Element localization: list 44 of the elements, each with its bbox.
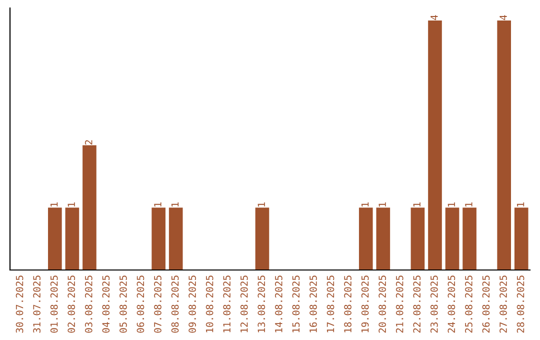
data-label: 1	[516, 202, 524, 206]
data-label: 4	[430, 15, 438, 20]
x-tick-label: 23.08.2025	[430, 276, 438, 333]
data-label: 2	[84, 140, 92, 145]
x-tick-label: 08.08.2025	[171, 276, 179, 333]
x-tick-label: 06.08.2025	[136, 276, 144, 333]
x-tick-label: 19.08.2025	[361, 276, 369, 332]
x-tick-label: 10.08.2025	[206, 276, 214, 332]
data-label: 1	[171, 202, 179, 206]
x-tick-label: 30.07.2025	[16, 276, 24, 333]
x-tick-label: 05.08.2025	[120, 276, 127, 333]
data-label: 4	[500, 15, 507, 20]
x-tick-label: 11.08.2025	[223, 276, 231, 332]
x-tick-label: 07.08.2025	[154, 276, 162, 333]
data-label: 1	[413, 202, 420, 206]
data-label: 1	[50, 202, 58, 206]
x-tick-label: 28.08.2025	[516, 276, 524, 333]
data-label: 1	[362, 202, 369, 206]
x-tick-label: 12.08.2025	[240, 276, 248, 332]
data-label: 1	[448, 202, 455, 206]
x-tick-label: 18.08.2025	[344, 276, 352, 332]
x-tick-label: 09.08.2025	[188, 276, 196, 333]
data-label: 1	[465, 202, 472, 206]
x-tick-label: 22.08.2025	[413, 276, 421, 333]
x-tick-label: 31.07.2025	[33, 276, 40, 333]
x-tick-label: 20.08.2025	[378, 276, 386, 333]
data-label: 1	[154, 202, 162, 206]
x-tick-label: 02.08.2025	[68, 276, 76, 333]
x-tick-label: 16.08.2025	[310, 276, 317, 332]
data-label: 1	[258, 202, 265, 206]
x-tick-label: 04.08.2025	[102, 276, 110, 333]
data-label: 1	[68, 202, 75, 206]
x-tick-label: 14.08.2025	[274, 276, 282, 332]
x-tick-label: 27.08.2025	[500, 276, 507, 333]
x-tick-label: 21.08.2025	[396, 276, 404, 333]
x-tick-label: 25.08.2025	[465, 276, 472, 333]
x-tick-label: 01.08.2025	[50, 276, 58, 333]
x-tick-label: 15.08.2025	[292, 276, 300, 332]
x-tick-label: 17.08.2025	[326, 276, 334, 332]
data-label: 1	[378, 202, 386, 206]
x-tick-label: 13.08.2025	[258, 276, 266, 332]
x-tick-label: 26.08.2025	[482, 276, 490, 333]
x-tick-label: 24.08.2025	[448, 276, 456, 333]
x-tick-label: 03.08.2025	[84, 276, 92, 333]
